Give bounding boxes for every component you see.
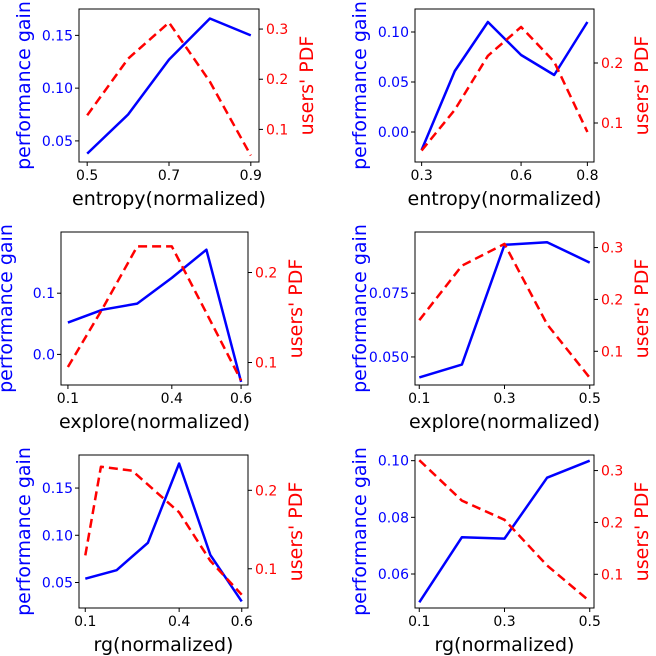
x-tick-label: 0.3 bbox=[410, 168, 432, 184]
y-right-tick-label: 0.3 bbox=[601, 241, 623, 257]
y-left-tick-label: 0.15 bbox=[42, 28, 73, 44]
x-tick-label: 0.1 bbox=[74, 614, 96, 630]
y-right-tick-label: 0.2 bbox=[601, 292, 623, 308]
y-left-tick-label: 0.10 bbox=[42, 528, 73, 544]
series-line-users-pdf bbox=[418, 242, 591, 379]
y-right-tick-label: 0.2 bbox=[255, 266, 277, 282]
x-tick-label: 0.9 bbox=[240, 168, 262, 184]
series-line-performance-gain bbox=[420, 20, 589, 151]
y-right-tick-label: 0.1 bbox=[601, 344, 623, 360]
subplot-2: 0.3 0.6 0.8 0.00 0.05 0.10 0.1 0.2 entropy(norma… bbox=[349, 1, 653, 210]
x-tick-label: 0.1 bbox=[57, 391, 79, 407]
y-right-axis-label: users' PDF bbox=[285, 259, 307, 359]
x-tick-label: 0.1 bbox=[408, 614, 430, 630]
y-right-tick-label: 0.1 bbox=[266, 122, 288, 138]
y-left-tick-label: 0.050 bbox=[369, 350, 409, 366]
y-left-tick-label: 0.08 bbox=[378, 510, 409, 526]
y-right-tick-label: 0.1 bbox=[255, 562, 277, 578]
axes-frame bbox=[414, 454, 595, 609]
y-right-axis-label: users' PDF bbox=[631, 482, 653, 582]
y-left-tick-label: 0.05 bbox=[42, 576, 73, 592]
x-axis-label: rg(normalized) bbox=[94, 634, 234, 656]
x-axis-label: rg(normalized) bbox=[435, 634, 575, 656]
y-left-tick-label: 0.0 bbox=[33, 347, 55, 363]
series-line-performance-gain bbox=[418, 240, 591, 379]
axes-frame bbox=[78, 8, 260, 163]
y-right-axis-label: users' PDF bbox=[631, 259, 653, 359]
x-tick-label: 0.6 bbox=[231, 614, 253, 630]
series-line-users-pdf bbox=[420, 25, 589, 152]
y-right-tick-label: 0.2 bbox=[601, 515, 623, 531]
y-right-tick-label: 0.3 bbox=[601, 464, 623, 480]
x-tick-label: 0.4 bbox=[161, 391, 183, 407]
y-right-tick-label: 0.3 bbox=[266, 22, 288, 38]
series-line-users-pdf bbox=[66, 245, 243, 382]
x-axis-label: explore(normalized) bbox=[59, 411, 250, 433]
y-left-tick-label: 0.10 bbox=[42, 81, 73, 97]
y-left-axis-label: performance gain bbox=[349, 1, 371, 170]
subplot-6: 0.1 0.3 0.5 0.06 0.08 0.10 0.1 0.2 0.3 rg(normali… bbox=[349, 447, 653, 656]
y-left-tick-label: 0.075 bbox=[369, 286, 409, 302]
y-right-axis-label: users' PDF bbox=[285, 482, 307, 582]
series-line-users-pdf bbox=[86, 21, 252, 157]
x-tick-label: 0.3 bbox=[493, 614, 515, 630]
axes-frame bbox=[60, 231, 249, 386]
subplot-5: 0.1 0.4 0.6 0.05 0.10 0.15 0.1 0.2 rg(normalized… bbox=[13, 447, 307, 656]
y-left-axis-label: performance gain bbox=[13, 447, 35, 616]
y-left-axis-label: performance gain bbox=[349, 224, 371, 393]
x-axis-label: entropy(normalized) bbox=[408, 188, 602, 210]
series-line-performance-gain bbox=[418, 459, 591, 603]
axes-frame bbox=[414, 231, 595, 386]
series-line-users-pdf bbox=[418, 459, 591, 603]
x-tick-label: 0.1 bbox=[408, 391, 430, 407]
x-tick-label: 0.4 bbox=[168, 614, 190, 630]
series-line-users-pdf bbox=[84, 465, 243, 596]
y-left-tick-label: 0.06 bbox=[378, 567, 409, 583]
y-left-tick-label: 0.05 bbox=[42, 134, 73, 150]
series-line-performance-gain bbox=[67, 248, 243, 383]
y-left-tick-label: 0.05 bbox=[378, 75, 409, 91]
y-left-tick-label: 0.10 bbox=[378, 454, 409, 470]
y-left-axis-label: performance gain bbox=[0, 224, 17, 393]
axes-frame bbox=[414, 8, 595, 163]
y-left-axis-label: performance gain bbox=[13, 1, 35, 170]
y-right-axis-label: users' PDF bbox=[631, 36, 653, 136]
y-left-tick-label: 0.10 bbox=[378, 25, 409, 41]
x-tick-label: 0.3 bbox=[493, 391, 515, 407]
x-tick-label: 0.5 bbox=[76, 168, 98, 184]
y-left-tick-label: 0.1 bbox=[33, 286, 55, 302]
y-right-tick-label: 0.2 bbox=[255, 483, 277, 499]
y-right-tick-label: 0.2 bbox=[266, 72, 288, 88]
y-right-tick-label: 0.1 bbox=[601, 567, 623, 583]
y-right-tick-label: 0.1 bbox=[255, 356, 277, 372]
subplot-3: 0.1 0.4 0.6 0.0 0.1 0.1 0.2 explore(normalized)… bbox=[0, 224, 307, 433]
x-axis-label: entropy(normalized) bbox=[72, 188, 266, 210]
y-right-axis-label: users' PDF bbox=[296, 36, 318, 136]
y-right-tick-label: 0.1 bbox=[601, 116, 623, 132]
x-tick-label: 0.6 bbox=[510, 168, 532, 184]
x-axis-label: explore(normalized) bbox=[409, 411, 600, 433]
series-line-performance-gain bbox=[84, 462, 243, 603]
subplot-4: 0.1 0.3 0.5 0.050 0.075 0.1 0.2 0.3 explore(norm… bbox=[349, 224, 653, 433]
y-right-tick-label: 0.2 bbox=[601, 56, 623, 72]
y-left-tick-label: 0.15 bbox=[42, 481, 73, 497]
x-tick-label: 0.6 bbox=[230, 391, 252, 407]
subplot-1: 0.5 0.7 0.9 0.05 0.10 0.15 0.1 0.2 0.3 entropy(no… bbox=[13, 1, 318, 210]
series-line-performance-gain bbox=[86, 17, 252, 155]
x-tick-label: 0.7 bbox=[158, 168, 180, 184]
x-tick-label: 0.8 bbox=[576, 168, 598, 184]
y-left-axis-label: performance gain bbox=[349, 447, 371, 616]
x-tick-label: 0.5 bbox=[579, 391, 601, 407]
axes-frame bbox=[78, 454, 249, 609]
x-tick-label: 0.5 bbox=[579, 614, 601, 630]
y-left-tick-label: 0.00 bbox=[378, 125, 409, 141]
